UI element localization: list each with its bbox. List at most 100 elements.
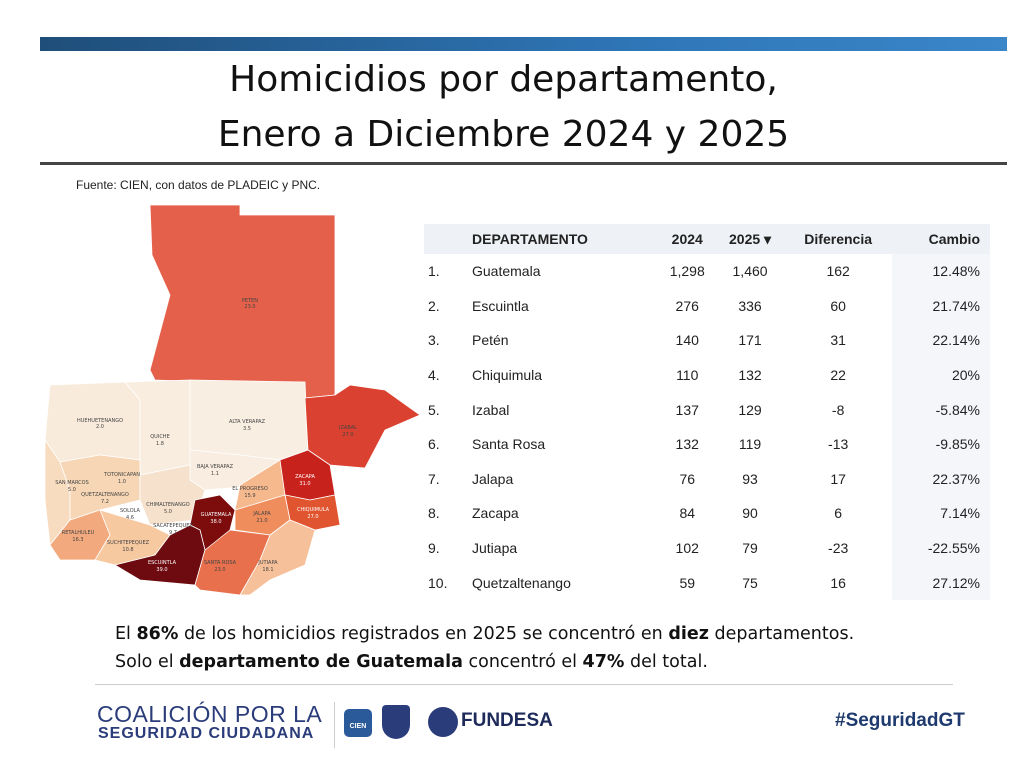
- map-label: CHIMALTENANGO: [146, 502, 190, 508]
- table-cell: Guatemala: [472, 263, 541, 280]
- table-row[interactable]: 5. Izabal 137 129 -8 -5.84%: [424, 392, 990, 427]
- table-row[interactable]: 3. Petén 140 171 31 22.14%: [424, 323, 990, 358]
- footer-divider: [95, 684, 953, 685]
- map-value: 16.3: [72, 537, 83, 543]
- logo-separator: [334, 702, 335, 748]
- table-cell: 60: [830, 297, 846, 314]
- map-label: GUATEMALA: [201, 512, 232, 518]
- map-value: 27.0: [307, 514, 318, 520]
- map-label: JUTIAPA: [257, 560, 278, 566]
- table-cell: 76: [679, 470, 696, 487]
- hashtag: #SeguridadGT: [835, 710, 965, 731]
- text: El: [115, 624, 137, 644]
- col-diferencia[interactable]: Diferencia: [784, 224, 893, 254]
- map-label: EL PROGRESO: [232, 486, 268, 492]
- text-bold: departamento de Guatemala: [179, 652, 463, 672]
- table-cell: -22.55%: [892, 530, 990, 566]
- map-value: 1.0: [118, 479, 126, 485]
- map-value: 5.0: [164, 509, 172, 515]
- fundesa-logo: FUNDESA: [461, 710, 553, 731]
- table-cell: Chiquimula: [472, 367, 543, 384]
- map-label: SACATEPEQUEZ: [153, 523, 193, 529]
- map-value: 23.0: [244, 304, 255, 310]
- coalition-logo-line1: COALICIÓN POR LA: [97, 701, 323, 727]
- map-label: ESCUINTLA: [148, 560, 177, 566]
- table-cell: Quetzaltenango: [472, 574, 571, 591]
- table-cell: 276: [675, 297, 699, 314]
- table-cell: 20%: [892, 357, 990, 393]
- table-cell: 132: [675, 436, 699, 453]
- table-cell: 17: [830, 470, 846, 487]
- table-cell: 12.48%: [892, 254, 990, 289]
- table-cell: Jutiapa: [472, 540, 518, 557]
- map-label: SAN MARCOS: [55, 480, 89, 486]
- table-cell: -13: [828, 436, 849, 453]
- table-cell: Escuintla: [472, 297, 529, 314]
- col-2025[interactable]: 2025 ▾: [715, 224, 785, 254]
- table-cell: -8: [831, 401, 845, 418]
- table-cell: 137: [675, 401, 699, 418]
- table-cell: 119: [738, 436, 762, 453]
- map-value: 5.0: [68, 487, 76, 493]
- table-cell: 7.14%: [892, 496, 990, 531]
- map-label: TOTONICAPAN: [103, 472, 140, 478]
- map-label: SANTA ROSA: [204, 560, 237, 566]
- text-bold: 47%: [582, 652, 625, 672]
- table-row[interactable]: 8. Zacapa 84 90 6 7.14%: [424, 496, 990, 531]
- map-value: 31.0: [299, 481, 310, 487]
- map-value: 18.1: [262, 567, 273, 573]
- source-note: Fuente: CIEN, con datos de PLADEIC y PNC…: [76, 178, 321, 192]
- table-cell: 27.12%: [892, 565, 990, 600]
- region-escuintla: [113, 524, 206, 586]
- map-label: BAJA VERAPAZ: [197, 464, 234, 470]
- table-row[interactable]: 9. Jutiapa 102 79 -23 -22.55%: [424, 530, 990, 566]
- title-line-1: Homicidios por departamento,: [229, 59, 778, 100]
- map-label: CHIQUIMULA: [297, 507, 330, 513]
- col-2024[interactable]: 2024: [658, 224, 716, 254]
- map-label: QUICHE: [150, 434, 169, 440]
- fundesa-logo-icon: [428, 707, 458, 737]
- map-label: ALTA VERAPAZ: [229, 419, 266, 425]
- summary-line-1: El 86% de los homicidios registrados en …: [115, 620, 1015, 648]
- table-cell: 129: [738, 401, 762, 418]
- table-cell: Petén: [472, 332, 509, 349]
- map-value: 38.0: [210, 519, 221, 525]
- table-cell: 75: [742, 574, 758, 591]
- col-cambio[interactable]: Cambio: [892, 224, 990, 254]
- table-cell: 5.: [428, 401, 440, 418]
- table-row[interactable]: 4. Chiquimula 110 132 22 20%: [424, 357, 990, 393]
- table-row[interactable]: 10. Quetzaltenango 59 75 16 27.12%: [424, 565, 990, 600]
- map-value: 1.1: [211, 471, 219, 477]
- table-cell: 9.: [428, 540, 440, 557]
- text: de los homicidios registrados en 2025 se…: [178, 624, 669, 644]
- map-value: 3.5: [243, 426, 251, 432]
- text: del total.: [624, 652, 708, 672]
- title-line-2: Enero a Diciembre 2024 y 2025: [217, 114, 790, 155]
- table-cell: 1,298: [669, 263, 705, 280]
- table-cell: 1.: [428, 263, 440, 280]
- table-cell: 8.: [428, 505, 440, 522]
- map-value: 27.0: [342, 432, 353, 438]
- table-row[interactable]: 1. Guatemala 1,298 1,460 162 12.48%: [424, 254, 990, 289]
- table-cell: 3.: [428, 332, 440, 349]
- table-cell: 102: [675, 540, 699, 557]
- homicides-table: DEPARTAMENTO 2024 2025 ▾ Diferencia Camb…: [424, 224, 990, 600]
- table-cell: -9.85%: [892, 426, 990, 462]
- table-row[interactable]: 7. Jalapa 76 93 17 22.37%: [424, 461, 990, 497]
- map-value: 10.8: [122, 547, 133, 553]
- map-label: SOLOLA: [120, 508, 141, 514]
- table-cell: 336: [738, 297, 762, 314]
- map-value: 2.0: [96, 424, 104, 430]
- map-label: ZACAPA: [295, 474, 315, 480]
- table-row[interactable]: 6. Santa Rosa 132 119 -13 -9.85%: [424, 426, 990, 462]
- table-cell: 84: [679, 505, 696, 522]
- table-row[interactable]: 2. Escuintla 276 336 60 21.74%: [424, 288, 990, 324]
- table-cell: Jalapa: [472, 470, 514, 487]
- region-izabal: [304, 384, 421, 469]
- map-label: SUCHITEPEQUEZ: [107, 540, 150, 546]
- col-rank: [424, 224, 462, 254]
- table-cell: 59: [679, 574, 696, 591]
- table-cell: 110: [676, 367, 699, 384]
- col-departamento[interactable]: DEPARTAMENTO: [462, 224, 659, 254]
